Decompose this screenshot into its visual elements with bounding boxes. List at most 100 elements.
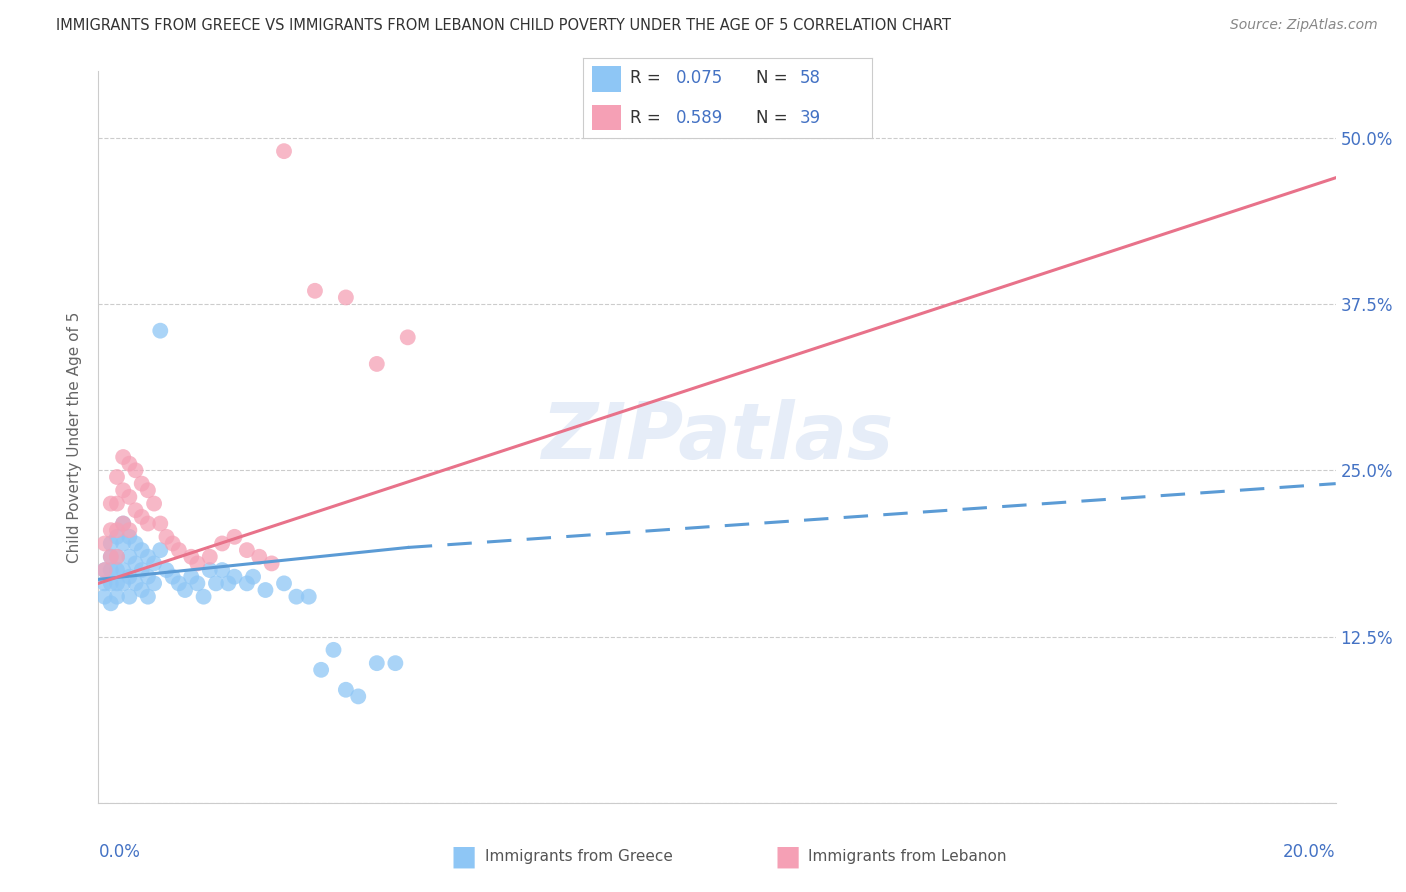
Point [143, 497, 166, 511]
Point [105, 576, 128, 591]
Point [236, 576, 259, 591]
Point [162, 536, 184, 550]
Text: 39: 39 [800, 109, 821, 127]
Point [285, 590, 308, 604]
Text: ■: ■ [451, 842, 477, 871]
Text: R =: R = [630, 109, 665, 127]
Point [93, 563, 115, 577]
Point [254, 582, 277, 597]
Text: R =: R = [630, 70, 665, 87]
Point [118, 490, 141, 504]
Point [100, 596, 122, 610]
Point [149, 324, 172, 338]
Point [180, 549, 202, 564]
Point [384, 656, 406, 670]
Y-axis label: Child Poverty Under the Age of 5: Child Poverty Under the Age of 5 [67, 311, 83, 563]
Point [118, 523, 141, 537]
Point [112, 483, 135, 498]
Point [136, 483, 159, 498]
Point [118, 457, 141, 471]
Point [136, 570, 159, 584]
Point [105, 530, 128, 544]
Text: Source: ZipAtlas.com: Source: ZipAtlas.com [1230, 18, 1378, 32]
Point [186, 576, 208, 591]
Point [174, 582, 197, 597]
Point [124, 503, 146, 517]
Point [100, 497, 122, 511]
Point [105, 549, 128, 564]
Text: 0.075: 0.075 [676, 70, 723, 87]
Point [366, 357, 388, 371]
Text: Immigrants from Lebanon: Immigrants from Lebanon [808, 849, 1007, 863]
Point [131, 563, 153, 577]
Point [198, 563, 221, 577]
Point [143, 576, 166, 591]
Text: Immigrants from Greece: Immigrants from Greece [485, 849, 673, 863]
Point [100, 549, 122, 564]
Point [298, 590, 321, 604]
Point [112, 536, 135, 550]
Point [167, 543, 190, 558]
Point [118, 590, 141, 604]
Point [309, 663, 332, 677]
Point [180, 570, 202, 584]
Point [186, 557, 208, 571]
Point [100, 549, 122, 564]
Point [131, 476, 153, 491]
Point [136, 516, 159, 531]
FancyBboxPatch shape [592, 104, 621, 130]
Point [347, 690, 370, 704]
Text: 58: 58 [800, 70, 821, 87]
Text: ZIPatlas: ZIPatlas [541, 399, 893, 475]
Point [217, 576, 239, 591]
Point [118, 549, 141, 564]
Point [205, 576, 228, 591]
Point [335, 290, 357, 304]
Point [93, 536, 115, 550]
Point [260, 557, 283, 571]
Point [149, 516, 172, 531]
Point [366, 656, 388, 670]
Point [131, 543, 153, 558]
Point [193, 590, 215, 604]
Point [322, 643, 344, 657]
Point [273, 144, 295, 158]
Point [118, 530, 141, 544]
FancyBboxPatch shape [592, 66, 621, 92]
Point [93, 576, 115, 591]
Point [155, 530, 177, 544]
Point [93, 563, 115, 577]
Point [236, 543, 259, 558]
Point [112, 563, 135, 577]
Point [136, 590, 159, 604]
Point [118, 570, 141, 584]
Point [131, 509, 153, 524]
Point [112, 576, 135, 591]
Text: N =: N = [756, 70, 793, 87]
Point [124, 557, 146, 571]
Point [105, 523, 128, 537]
Point [100, 576, 122, 591]
Point [124, 463, 146, 477]
Point [112, 516, 135, 531]
Text: 20.0%: 20.0% [1284, 843, 1336, 861]
Point [105, 563, 128, 577]
Point [335, 682, 357, 697]
Text: 0.589: 0.589 [676, 109, 723, 127]
Point [112, 450, 135, 464]
Point [105, 497, 128, 511]
Point [211, 536, 233, 550]
Text: 0.0%: 0.0% [98, 843, 141, 861]
Point [149, 543, 172, 558]
Point [124, 576, 146, 591]
Point [143, 557, 166, 571]
Point [162, 570, 184, 584]
Point [93, 590, 115, 604]
Point [100, 523, 122, 537]
Point [167, 576, 190, 591]
Text: IMMIGRANTS FROM GREECE VS IMMIGRANTS FROM LEBANON CHILD POVERTY UNDER THE AGE OF: IMMIGRANTS FROM GREECE VS IMMIGRANTS FRO… [56, 18, 952, 33]
Point [105, 549, 128, 564]
Point [304, 284, 326, 298]
Point [247, 549, 270, 564]
Point [131, 582, 153, 597]
